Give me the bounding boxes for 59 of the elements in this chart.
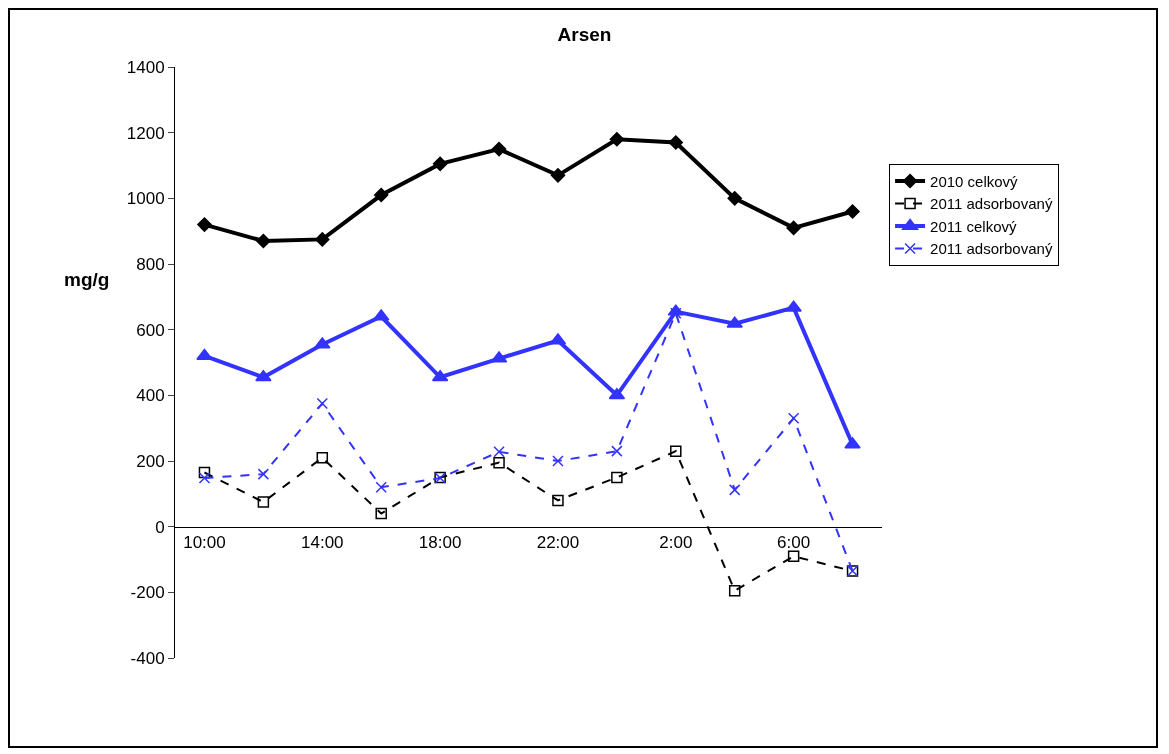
y-tick-label: -200 xyxy=(130,583,165,603)
point xyxy=(196,348,213,360)
point xyxy=(255,370,272,382)
point xyxy=(728,484,741,496)
point xyxy=(316,451,329,464)
legend-label: 2011 celkový xyxy=(930,217,1018,235)
point xyxy=(316,397,329,410)
point xyxy=(257,496,270,508)
y-axis-title: mg/g xyxy=(64,269,110,290)
legend-label: 2011 adsorbovaný xyxy=(930,240,1053,258)
point xyxy=(787,412,800,425)
y-tick-label: 0 xyxy=(155,517,165,537)
point xyxy=(668,135,684,150)
y-tick-label: -400 xyxy=(130,648,165,668)
y-tick-label: 1400 xyxy=(126,57,165,77)
chart-title: Arsen xyxy=(557,23,612,45)
point xyxy=(550,168,566,183)
point xyxy=(491,141,507,157)
y-tick-label: 1200 xyxy=(126,123,165,143)
point xyxy=(670,445,682,457)
point xyxy=(611,471,623,484)
point xyxy=(197,217,212,232)
point xyxy=(552,455,564,467)
x-tick-label: 2:00 xyxy=(659,533,693,553)
y-tick-label: 1000 xyxy=(126,189,165,209)
point xyxy=(786,220,801,236)
y-tick-label: 200 xyxy=(136,451,165,471)
point xyxy=(552,494,564,507)
point xyxy=(787,550,800,562)
point xyxy=(198,472,211,484)
point xyxy=(611,445,623,457)
point xyxy=(726,316,743,328)
point xyxy=(375,481,387,494)
point xyxy=(785,300,802,312)
point xyxy=(493,446,505,458)
x-tick-label: 10:00 xyxy=(183,533,226,553)
point xyxy=(432,156,448,172)
point xyxy=(728,584,741,597)
point xyxy=(198,466,211,479)
point xyxy=(257,468,270,480)
legend-label: 2011 adsorbovaný xyxy=(930,195,1053,213)
legend-label: 2010 celkový xyxy=(930,172,1019,190)
x-tick-label: 18:00 xyxy=(418,533,462,553)
point xyxy=(727,191,742,206)
point xyxy=(845,204,860,219)
point xyxy=(314,337,331,349)
y-tick-label: 400 xyxy=(136,386,165,406)
point xyxy=(373,187,389,203)
x-tick-label: 22:00 xyxy=(536,533,580,553)
point xyxy=(609,131,625,147)
y-tick-label: 600 xyxy=(136,320,165,340)
y-tick-label: 800 xyxy=(136,254,165,274)
point xyxy=(375,507,387,520)
point xyxy=(493,456,505,469)
point xyxy=(844,437,861,449)
x-tick-label: 6:00 xyxy=(777,533,811,553)
x-tick-label: 14:00 xyxy=(301,533,344,553)
point xyxy=(256,233,271,249)
point xyxy=(315,232,330,247)
